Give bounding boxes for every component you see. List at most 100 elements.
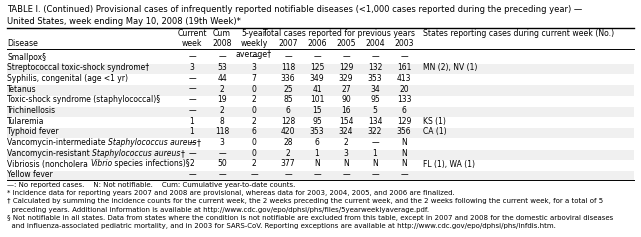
Bar [7, 139, 634, 149]
Text: 90: 90 [341, 95, 351, 104]
Text: 6: 6 [285, 106, 290, 115]
Text: N: N [401, 138, 407, 147]
Text: 129: 129 [339, 63, 353, 72]
Text: 3: 3 [251, 63, 256, 72]
Text: † Calculated by summing the incidence counts for the current week, the 2 weeks p: † Calculated by summing the incidence co… [7, 198, 603, 204]
Text: 377: 377 [281, 160, 296, 169]
Text: MN (2), NV (1): MN (2), NV (1) [423, 63, 478, 72]
Text: 6: 6 [401, 106, 406, 115]
Text: 129: 129 [397, 117, 411, 126]
Text: 356: 356 [397, 128, 412, 137]
Text: KS (1): KS (1) [423, 117, 446, 126]
Text: Smallpox§: Smallpox§ [7, 53, 46, 61]
Text: 118: 118 [281, 63, 295, 72]
Text: 50: 50 [217, 160, 227, 169]
Text: —: — [250, 170, 258, 179]
Text: 19: 19 [217, 95, 227, 104]
Text: 0: 0 [251, 85, 256, 94]
Text: —: — [400, 170, 408, 179]
Text: —: — [188, 85, 196, 94]
Text: 2: 2 [220, 85, 224, 94]
Text: 134: 134 [368, 117, 382, 126]
Text: —: — [188, 138, 196, 147]
Text: Cum
2008: Cum 2008 [212, 29, 232, 48]
Text: 34: 34 [370, 85, 380, 94]
Text: United States, week ending May 10, 2008 (19th Week)*: United States, week ending May 10, 2008 … [7, 17, 241, 26]
Text: —: — [188, 53, 196, 61]
Text: 44: 44 [217, 74, 227, 83]
Text: 2006: 2006 [307, 39, 327, 48]
Text: 1: 1 [190, 128, 194, 137]
Text: —: — [188, 149, 196, 158]
Text: Staphylococcus aureus: Staphylococcus aureus [92, 149, 181, 158]
Text: †: † [181, 149, 185, 158]
Text: Typhoid fever: Typhoid fever [7, 128, 58, 137]
Text: Vancomycin-intermediate: Vancomycin-intermediate [7, 138, 108, 147]
Text: 2: 2 [252, 95, 256, 104]
Bar [7, 150, 634, 160]
Text: 5: 5 [372, 106, 378, 115]
Text: 420: 420 [281, 128, 296, 137]
Bar [7, 53, 634, 64]
Text: species infections)§: species infections)§ [112, 160, 190, 169]
Text: Vibriosis (noncholera: Vibriosis (noncholera [7, 160, 90, 169]
Text: —: — [371, 138, 379, 147]
Text: 3: 3 [190, 63, 194, 72]
Text: 25: 25 [283, 85, 293, 94]
Text: 1: 1 [315, 149, 319, 158]
Text: 125: 125 [310, 63, 324, 72]
Text: —: — [371, 53, 379, 61]
Text: —: — [313, 53, 320, 61]
Text: 2005: 2005 [337, 39, 356, 48]
Text: 2004: 2004 [365, 39, 385, 48]
Bar [7, 96, 634, 106]
Text: 2: 2 [252, 117, 256, 126]
Text: 6: 6 [251, 128, 256, 137]
Bar [7, 171, 634, 181]
Text: 8: 8 [220, 117, 224, 126]
Text: 16: 16 [341, 106, 351, 115]
Text: Yellow fever: Yellow fever [7, 170, 53, 179]
Text: 6: 6 [315, 138, 319, 147]
Text: —: — [188, 170, 196, 179]
Text: —: — [188, 106, 196, 115]
Text: —: — [188, 95, 196, 104]
Text: —: — [313, 170, 320, 179]
Text: 85: 85 [283, 95, 293, 104]
Text: —: — [218, 149, 226, 158]
Text: N: N [343, 160, 349, 169]
Text: TABLE I. (Continued) Provisional cases of infrequently reported notifiable disea: TABLE I. (Continued) Provisional cases o… [7, 5, 582, 14]
Bar [7, 107, 634, 117]
Text: 322: 322 [368, 128, 382, 137]
Text: 7: 7 [251, 74, 256, 83]
Text: 2007: 2007 [278, 39, 298, 48]
Text: —: — [342, 170, 350, 179]
Text: 2: 2 [220, 106, 224, 115]
Text: N: N [401, 149, 407, 158]
Text: Trichinellosis: Trichinellosis [7, 106, 56, 115]
Text: 101: 101 [310, 95, 324, 104]
Text: 1: 1 [372, 149, 378, 158]
Text: 95: 95 [370, 95, 380, 104]
Text: 0: 0 [251, 149, 256, 158]
Text: —: — [250, 53, 258, 61]
Text: —: — [188, 74, 196, 83]
Text: †: † [196, 138, 200, 147]
Text: 336: 336 [281, 74, 296, 83]
Text: 128: 128 [281, 117, 295, 126]
Bar [7, 64, 634, 74]
Text: Total cases reported for previous years: Total cases reported for previous years [263, 29, 415, 38]
Text: Disease: Disease [7, 39, 38, 48]
Text: Tularemia: Tularemia [7, 117, 44, 126]
Text: FL (1), WA (1): FL (1), WA (1) [423, 160, 475, 169]
Text: Tetanus: Tetanus [7, 85, 37, 94]
Text: 324: 324 [338, 128, 353, 137]
Text: 2: 2 [286, 149, 290, 158]
Text: 2: 2 [252, 160, 256, 169]
Text: 0: 0 [251, 106, 256, 115]
Text: § Not notifiable in all states. Data from states where the condition is not noti: § Not notifiable in all states. Data fro… [7, 215, 613, 221]
Text: —: — [371, 170, 379, 179]
Bar [7, 75, 634, 85]
Text: Streptococcal toxic-shock syndrome†: Streptococcal toxic-shock syndrome† [7, 63, 149, 72]
Text: and influenza-associated pediatric mortality, and in 2003 for SARS-CoV. Reportin: and influenza-associated pediatric morta… [7, 223, 556, 229]
